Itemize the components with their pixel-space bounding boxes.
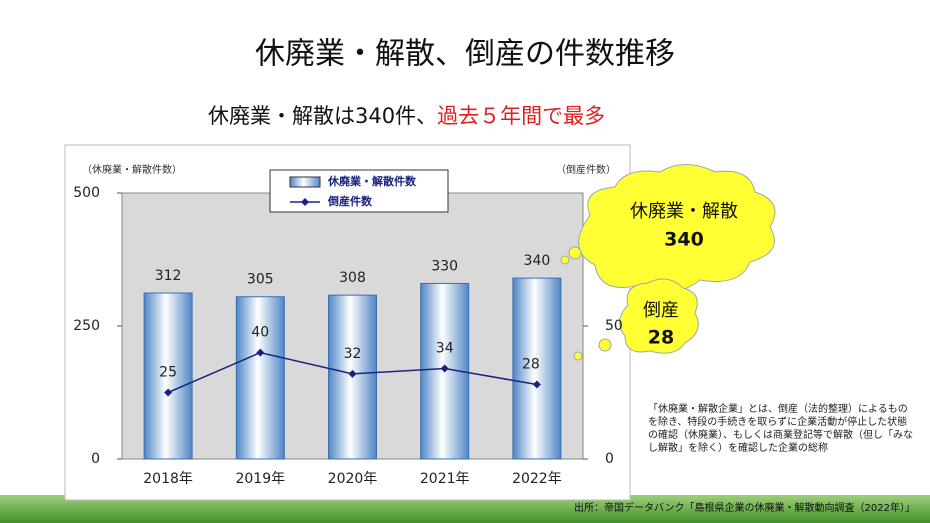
line-marker (532, 380, 541, 389)
line-value-label: 34 (436, 341, 454, 357)
y2-axis-label: （倒産件数） (556, 163, 616, 176)
bubble-dot (568, 246, 582, 260)
x-tick-label: 2021年 (420, 471, 470, 487)
callout-bubble (578, 164, 776, 292)
note: 「休廃業・解散企業」とは、倒産（法的整理）によるものを除き、特段の手続きを取らず… (648, 404, 913, 454)
y-tick-label: 0 (91, 451, 100, 467)
bar-value-label: 330 (431, 258, 458, 274)
x-tick-label: 2022年 (512, 471, 562, 487)
x-tick-label: 2019年 (235, 471, 285, 487)
legend-label: 休廃業・解散件数 (327, 174, 417, 188)
y-axis-label: （休廃業・解散件数） (82, 163, 182, 176)
bar (143, 292, 193, 460)
line-value-label: 40 (251, 325, 269, 341)
bar-value-label: 340 (524, 253, 551, 269)
source: 出所：帝国データバンク「島根県企業の休廃業・解散動向調査（2022年）」 (574, 501, 915, 514)
line-value-label: 32 (344, 346, 362, 362)
line-value-label: 25 (159, 365, 177, 381)
bubble-dot (573, 351, 583, 361)
line-marker (164, 388, 173, 397)
legend-marker (301, 198, 309, 206)
bar-value-label: 308 (339, 270, 366, 286)
subtitle-highlight: 過去５年間で最多 (437, 104, 605, 128)
y-tick-label: 250 (73, 318, 100, 334)
subtitle-text: 休廃業・解散は340件、 (208, 104, 437, 128)
callout-label: 休廃業・解散 (630, 201, 738, 222)
legend-label: 倒産件数 (327, 194, 373, 208)
slide-title: 休廃業・解散、倒産の件数推移 (255, 37, 675, 72)
line-value-label: 28 (522, 357, 540, 373)
callout-label: 倒産 (643, 300, 679, 321)
callout-value: 28 (648, 327, 674, 349)
bubble-dot (598, 338, 612, 352)
x-tick-label: 2018年 (143, 471, 193, 487)
bubble-dot (560, 255, 570, 265)
y2-tick-label: 0 (605, 451, 614, 467)
bar-value-label: 312 (155, 268, 182, 284)
bar (512, 277, 562, 460)
line-marker (348, 369, 357, 378)
subtitle: 休廃業・解散は340件、過去５年間で最多 (208, 104, 605, 128)
callout-value: 340 (664, 229, 704, 251)
callout-bubble (619, 278, 699, 354)
bar-value-label: 305 (247, 272, 274, 288)
line-marker (440, 364, 449, 373)
x-tick-label: 2020年 (328, 471, 378, 487)
bar (235, 296, 285, 460)
y2-tick-label: 50 (605, 318, 623, 334)
line-marker (256, 348, 265, 357)
y-tick-label: 500 (73, 185, 100, 201)
legend-swatch (289, 176, 321, 188)
